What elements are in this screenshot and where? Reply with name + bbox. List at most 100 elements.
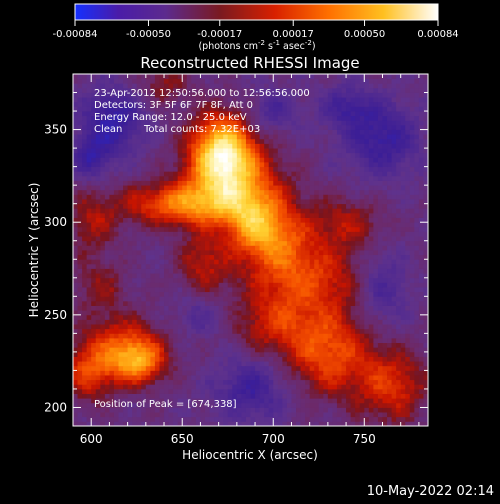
heatmap-cell <box>210 194 215 199</box>
heatmap-cell <box>305 213 310 218</box>
heatmap-cell <box>251 417 256 422</box>
heatmap-cell <box>296 116 301 121</box>
heatmap-cell <box>128 315 133 320</box>
heatmap-cell <box>210 357 215 362</box>
heatmap-cell <box>269 315 274 320</box>
heatmap-cell <box>296 218 301 223</box>
heatmap-cell <box>269 213 274 218</box>
heatmap-cell <box>355 269 360 274</box>
heatmap-cell <box>187 347 192 352</box>
heatmap-cell <box>337 97 342 102</box>
heatmap-cell <box>119 343 124 348</box>
heatmap-cell <box>251 208 256 213</box>
heatmap-cell <box>282 310 287 315</box>
heatmap-cell <box>351 236 356 241</box>
heatmap-cell <box>310 273 315 278</box>
heatmap-cell <box>123 273 128 278</box>
heatmap-cell <box>78 319 83 324</box>
heatmap-cell <box>301 398 306 403</box>
heatmap-cell <box>355 106 360 111</box>
heatmap-cell <box>205 370 210 375</box>
heatmap-cell <box>282 181 287 186</box>
heatmap-cell <box>323 93 328 98</box>
heatmap-cell <box>146 157 151 162</box>
heatmap-cell <box>169 153 174 158</box>
heatmap-cell <box>342 389 347 394</box>
heatmap-cell <box>91 194 96 199</box>
heatmap-cell <box>191 218 196 223</box>
heatmap-cell <box>278 370 283 375</box>
heatmap-cell <box>105 194 110 199</box>
heatmap-cell <box>260 403 265 408</box>
heatmap-cell <box>223 185 228 190</box>
heatmap-cell <box>246 199 251 204</box>
heatmap-cell <box>219 255 224 260</box>
heatmap-cell <box>355 343 360 348</box>
heatmap-cell <box>346 324 351 329</box>
heatmap-cell <box>223 259 228 264</box>
heatmap-cell <box>191 157 196 162</box>
heatmap-cell <box>150 417 155 422</box>
heatmap-cell <box>360 273 365 278</box>
heatmap-cell <box>301 407 306 412</box>
heatmap-cell <box>360 384 365 389</box>
heatmap-cell <box>332 352 337 357</box>
heatmap-cell <box>251 329 256 334</box>
heatmap-cell <box>251 139 256 144</box>
heatmap-cell <box>328 407 333 412</box>
heatmap-cell <box>332 134 337 139</box>
heatmap-cell <box>369 282 374 287</box>
heatmap-cell <box>169 79 174 84</box>
heatmap-cell <box>159 329 164 334</box>
heatmap-cell <box>219 148 224 153</box>
heatmap-cell <box>237 204 242 209</box>
heatmap-cell <box>109 157 114 162</box>
heatmap-cell <box>109 236 114 241</box>
heatmap-cell <box>132 259 137 264</box>
heatmap-cell <box>360 361 365 366</box>
heatmap-cell <box>310 389 315 394</box>
heatmap-cell <box>364 306 369 311</box>
heatmap-cell <box>264 417 269 422</box>
heatmap-cell <box>328 347 333 352</box>
heatmap-cell <box>196 306 201 311</box>
heatmap-cell <box>232 227 237 232</box>
heatmap-cell <box>100 384 105 389</box>
heatmap-cell <box>78 227 83 232</box>
heatmap-cell <box>273 315 278 320</box>
heatmap-cell <box>332 176 337 181</box>
heatmap-cell <box>105 343 110 348</box>
heatmap-cell <box>355 366 360 371</box>
heatmap-cell <box>360 208 365 213</box>
heatmap-cell <box>169 139 174 144</box>
heatmap-cell <box>255 106 260 111</box>
heatmap-cell <box>314 143 319 148</box>
heatmap-cell <box>273 319 278 324</box>
heatmap-cell <box>132 357 137 362</box>
heatmap-cell <box>310 398 315 403</box>
heatmap-cell <box>269 231 274 236</box>
heatmap-cell <box>282 329 287 334</box>
heatmap-cell <box>219 347 224 352</box>
heatmap-cell <box>360 139 365 144</box>
heatmap-cell <box>169 329 174 334</box>
heatmap-cell <box>223 194 228 199</box>
heatmap-cell <box>264 218 269 223</box>
heatmap-cell <box>251 343 256 348</box>
heatmap-cell <box>269 190 274 195</box>
heatmap-cell <box>337 236 342 241</box>
heatmap-cell <box>273 116 278 121</box>
heatmap-cell <box>360 398 365 403</box>
heatmap-cell <box>278 264 283 269</box>
heatmap-cell <box>260 102 265 107</box>
heatmap-cell <box>301 162 306 167</box>
heatmap-cell <box>91 74 96 79</box>
heatmap-cell <box>232 153 237 158</box>
heatmap-cell <box>119 361 124 366</box>
heatmap-cell <box>73 185 78 190</box>
heatmap-cell <box>273 241 278 246</box>
heatmap-cell <box>346 97 351 102</box>
heatmap-cell <box>296 407 301 412</box>
heatmap-cell <box>360 278 365 283</box>
heatmap-cell <box>264 74 269 79</box>
